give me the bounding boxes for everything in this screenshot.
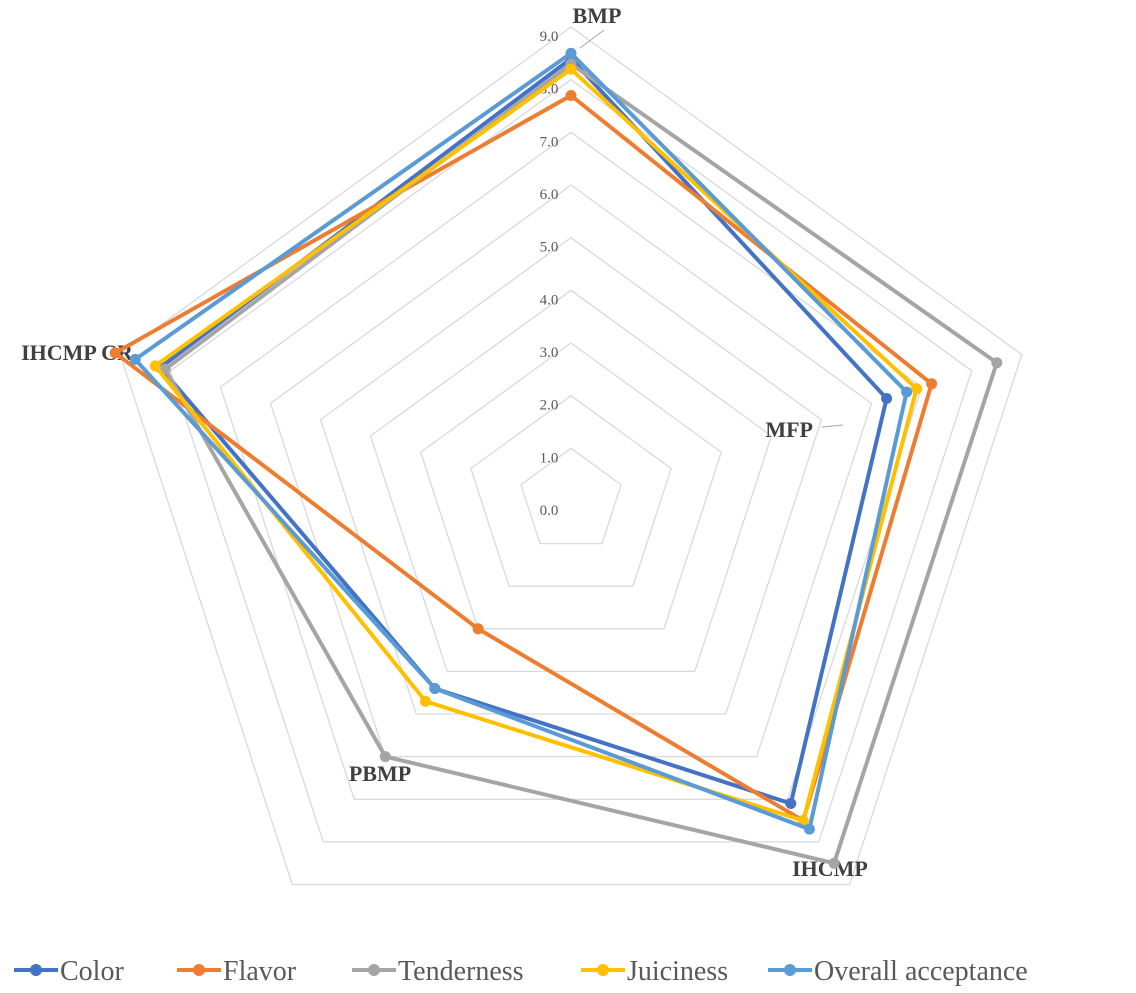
legend-swatch-marker [193,964,205,976]
grid-ring [269,184,873,758]
grid-ring [319,236,823,715]
data-point [472,623,484,635]
grid-ring [520,447,622,545]
legend-item: Juiciness [581,956,728,987]
series-tenderness [159,58,1003,869]
data-point [420,695,431,707]
legend-swatch-marker [784,964,796,976]
axis-label: MFP [765,417,813,442]
tick-label: 0.0 [540,503,559,519]
data-point [565,47,577,59]
legend-item: Flavor [177,956,297,987]
tick-label: 5.0 [540,240,559,256]
grid-ring [470,394,672,587]
series-line [163,61,999,866]
axis-label-leader [821,424,844,428]
grid-ring [169,78,973,843]
axis-label: PBMP [349,761,411,786]
series-line [158,56,889,806]
data-point [565,90,577,101]
data-point [797,815,809,827]
series-overall-acceptance [129,47,913,835]
data-point [803,823,815,835]
series-juiciness [149,63,923,827]
data-point [379,751,391,763]
data-point [785,798,797,809]
radial-tick-labels: 0.01.02.03.04.05.06.07.08.09.0 [540,29,559,519]
legend-label: Flavor [223,956,297,987]
series-line [113,93,934,823]
data-point [901,386,913,398]
data-point [881,393,893,404]
data-point [109,347,121,359]
series-line [153,67,919,823]
data-point [129,353,141,365]
data-point [991,357,1003,369]
data-point [926,378,938,390]
grid-ring [419,342,723,630]
legend-label: Color [60,956,124,987]
tick-label: 1.0 [540,450,559,466]
axis-label: BMP [573,3,622,28]
legend-swatch-marker [30,964,42,976]
legend-label: Overall acceptance [814,956,1028,987]
tick-label: 6.0 [540,187,559,203]
data-point [911,383,923,395]
axis-label-leader [579,29,605,49]
legend: Color Flavor Tenderness Juiciness Overall ac… [14,956,1028,987]
legend-swatch-marker [368,964,380,976]
legend-label: Tenderness [398,956,524,987]
tick-label: 9.0 [540,29,559,45]
data-point [429,683,441,694]
tick-label: 3.0 [540,345,559,361]
series-line [133,51,909,832]
data-point [565,63,577,75]
legend-item: Color [14,956,124,987]
grid-ring [369,289,773,673]
tick-label: 2.0 [540,398,559,414]
tick-label: 4.0 [540,292,559,308]
radar-grid [119,26,1023,886]
legend-item: Overall acceptance [768,956,1028,987]
legend-item: Tenderness [352,956,524,987]
data-point [149,360,161,372]
grid-ring [119,26,1023,886]
legend-label: Juiciness [627,956,728,987]
legend-swatch-marker [597,964,609,976]
data-point [828,857,840,869]
tick-label: 7.0 [540,134,559,150]
series-lines [109,47,1003,869]
